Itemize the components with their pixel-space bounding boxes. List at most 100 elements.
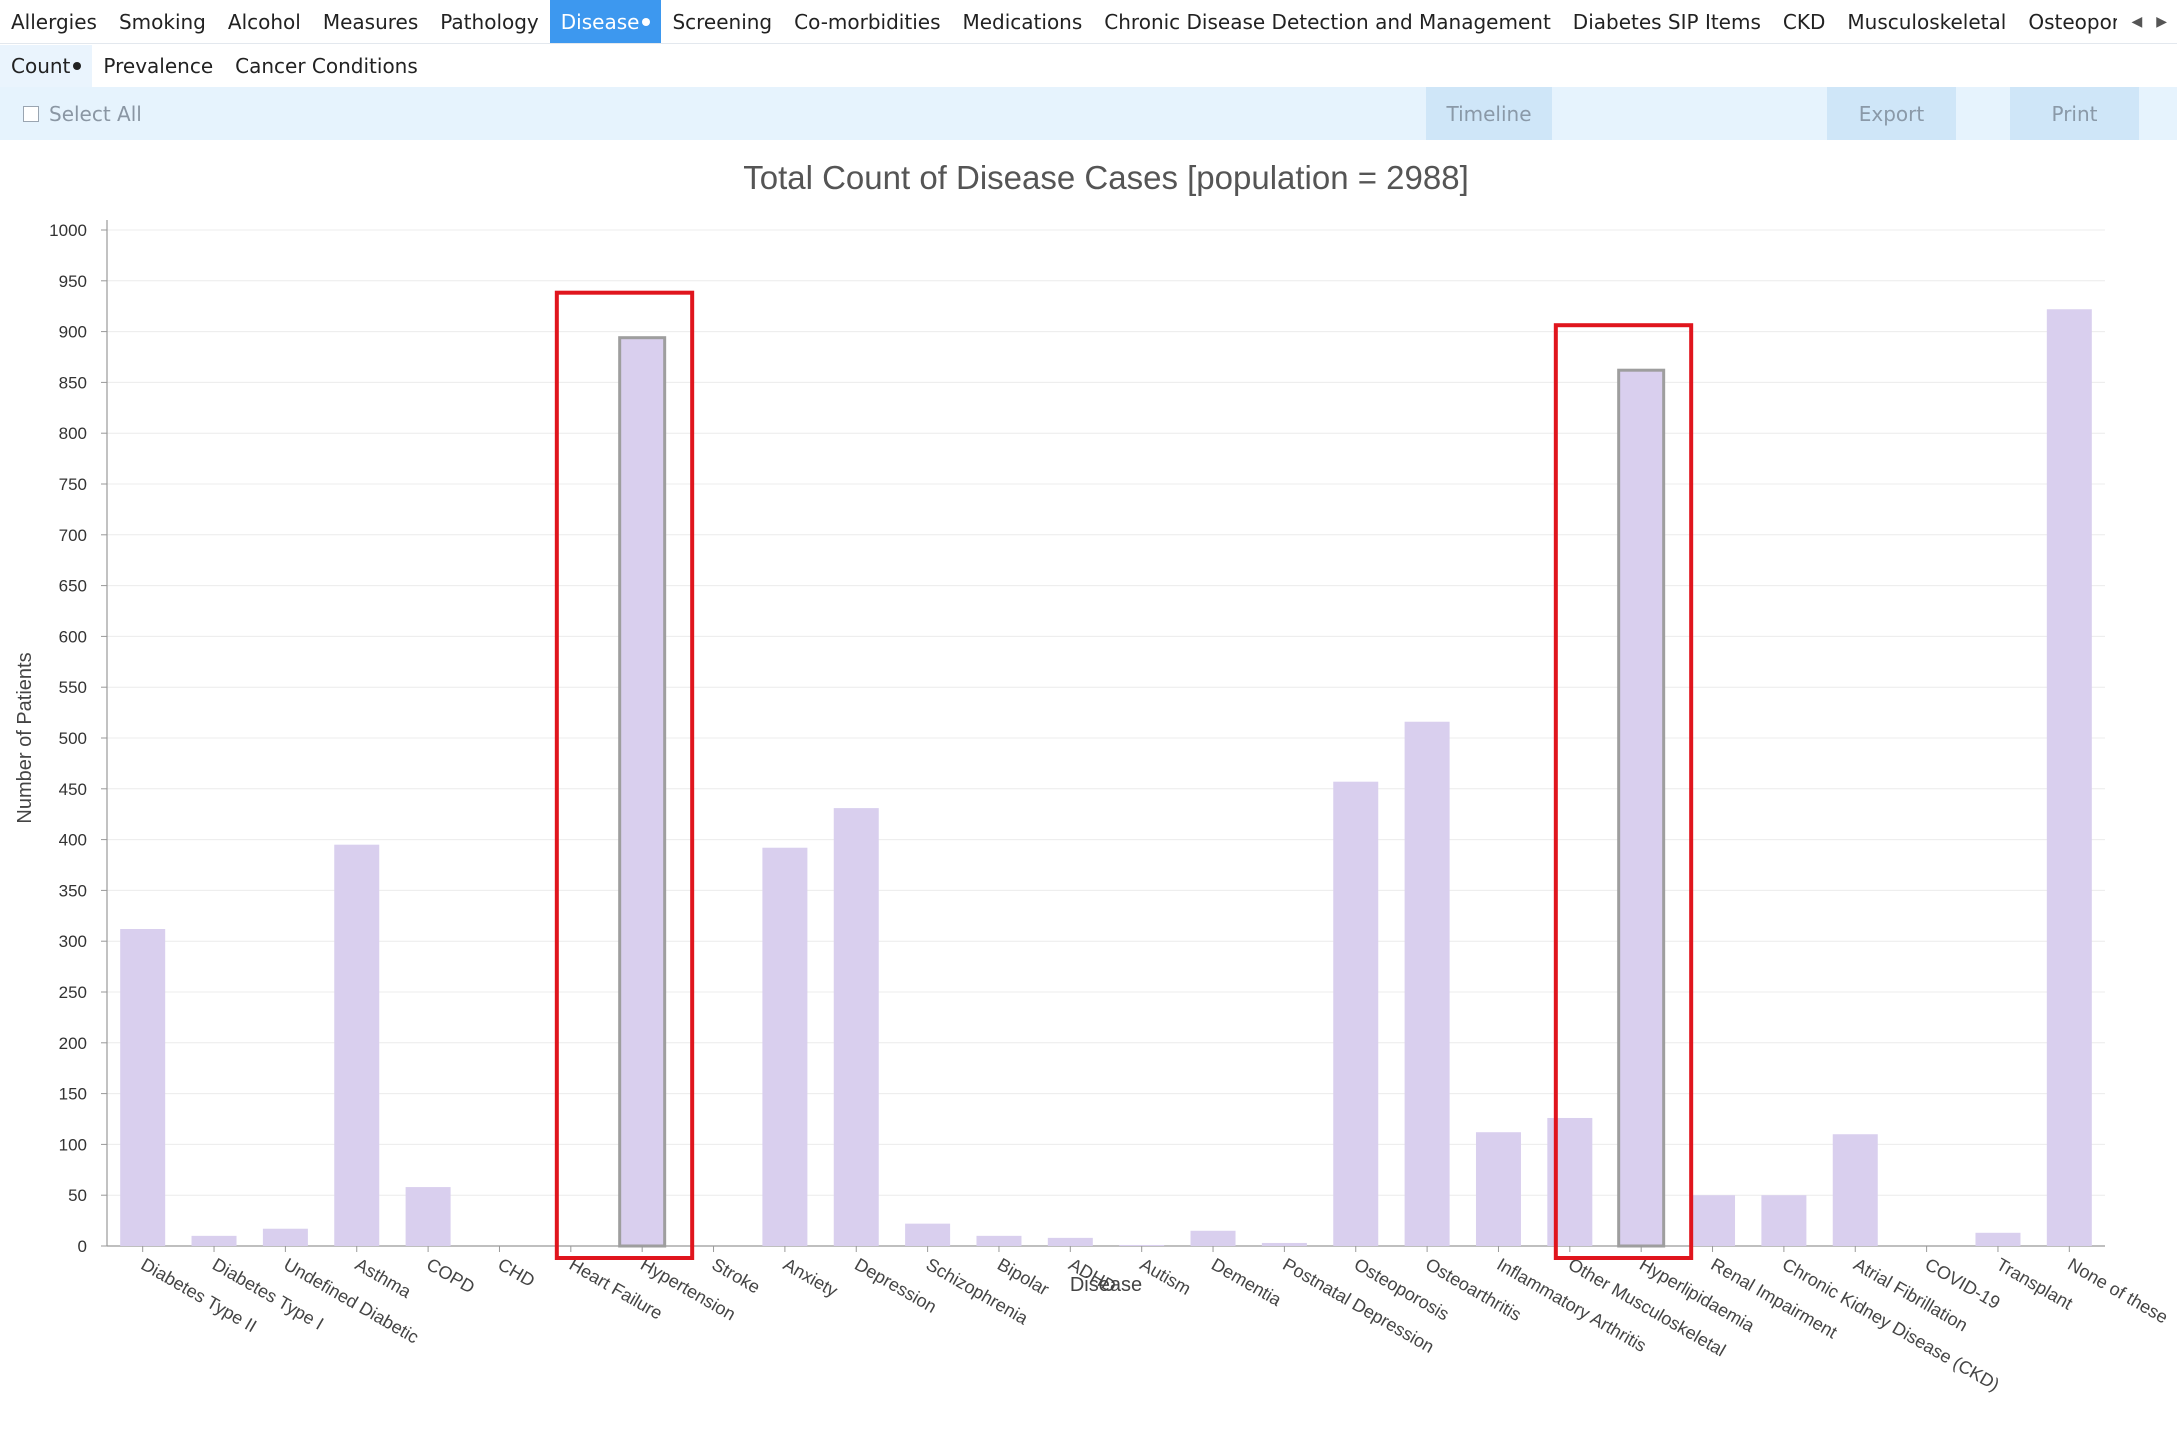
chart-toolbar: Select All Timeline Export Print [0,87,2177,140]
tab-label: CKD [1782,9,1826,34]
bar-depression[interactable] [833,808,879,1246]
bar-adhd[interactable] [1047,1237,1093,1246]
bar-osteoporosis[interactable] [1333,781,1379,1246]
subtab-cancer-conditions[interactable]: Cancer Conditions [224,45,429,87]
x-tick-label: Renal Impairment [1708,1254,1841,1342]
bar-dementia[interactable] [1190,1230,1236,1246]
tab-label: Screening [672,9,773,34]
tab-label: Alcohol [227,9,301,34]
tab-label: Chronic Disease Detection and Management [1104,9,1551,34]
subtab-prevalence[interactable]: Prevalence [92,45,224,87]
tab-alcohol[interactable]: Alcohol [217,0,312,43]
bar-schizophrenia[interactable] [905,1223,951,1246]
bar-inflammatory-arthritis[interactable] [1475,1132,1521,1246]
tab-smoking[interactable]: Smoking [108,0,217,43]
highlight-box [1553,323,1694,1260]
y-tick-label: 400 [59,831,87,850]
tab-label: Diabetes SIP Items [1572,9,1761,34]
tab-diabetes-sip-items[interactable]: Diabetes SIP Items [1562,0,1772,43]
bar-chronic-kidney-disease-ckd[interactable] [1761,1195,1807,1246]
x-tick-label: Anxiety [780,1254,841,1301]
x-tick-label: None of these [2064,1254,2171,1327]
tab-label: Smoking [118,9,206,34]
y-tick-label: 1000 [49,221,87,240]
x-axis-label: Disease [1070,1274,1142,1296]
bar-diabetes-type-i[interactable] [191,1235,237,1246]
bar-osteoarthritis[interactable] [1404,721,1450,1246]
y-tick-label: 200 [59,1034,87,1053]
tab-label: Medications [962,9,1083,34]
subtab-count[interactable]: Count [0,45,93,87]
y-tick-label: 650 [59,577,87,596]
y-tick-label: 450 [59,780,87,799]
bar-renal-impairment[interactable] [1690,1195,1736,1246]
tab-screening[interactable]: Screening [661,0,783,43]
y-tick-label: 500 [59,729,87,748]
y-tick-label: 800 [59,424,87,443]
y-tick-label: 100 [59,1135,87,1154]
subtab-label: Prevalence [103,54,214,78]
y-tick-label: 700 [59,526,87,545]
bar-hypertension[interactable] [618,336,667,1248]
bar-hyperlipidaemia[interactable] [1617,368,1666,1248]
tab-ckd[interactable]: CKD [1772,0,1836,43]
x-tick-label: COPD [423,1254,478,1297]
tab-scroll-controls: ◀ ▶ [2117,0,2177,43]
x-tick-label: Bipolar [994,1254,1053,1299]
subtab-label: Cancer Conditions [235,54,418,78]
y-tick-label: 350 [59,881,87,900]
y-tick-label: 750 [59,475,87,494]
bar-asthma[interactable] [334,844,380,1246]
y-tick-label: 550 [59,678,87,697]
timeline-button[interactable]: Timeline [1426,87,1552,140]
bar-bipolar[interactable] [976,1235,1022,1246]
tab-disease[interactable]: Disease [549,0,662,43]
x-tick-label: Stroke [709,1254,764,1297]
disease-category-tabbar: Allergies Smoking Alcohol Measures Pathology… [0,0,2177,44]
bar-autism[interactable] [1119,1244,1165,1246]
tab-label: Disease [560,9,640,34]
bar-postnatal-depression[interactable] [1261,1242,1307,1246]
y-tick-label: 600 [59,627,87,646]
y-tick-label: 250 [59,983,87,1002]
y-tick-label: 950 [59,272,87,291]
y-tick-label: 850 [59,373,87,392]
y-axis-label: Number of Patients [14,652,36,823]
tab-label: Pathology [440,9,539,34]
select-all-checkbox[interactable] [23,105,39,122]
tab-medications[interactable]: Medications [951,0,1093,43]
bar-none-of-these[interactable] [2046,309,2092,1246]
tab-co-morbidities[interactable]: Co-morbidities [783,0,951,43]
tab-pathology[interactable]: Pathology [429,0,550,43]
x-tick-label: CHD [494,1254,538,1291]
tab-label: Measures [322,9,419,34]
tab-musculoskeletal[interactable]: Musculoskeletal [1836,0,2017,43]
scroll-left-icon[interactable]: ◀ [2131,13,2143,30]
export-button[interactable]: Export [1827,87,1956,140]
bar-diabetes-type-ii[interactable] [120,929,166,1246]
y-tick-label: 50 [68,1186,87,1205]
y-tick-label: 900 [59,323,87,342]
bar-transplant[interactable] [1975,1232,2021,1246]
disease-count-bar-chart: Total Count of Disease Cases [population… [14,159,2171,1395]
bar-atrial-fibrillation[interactable] [1832,1134,1878,1246]
bar-undefined-diabetic[interactable] [262,1228,308,1246]
tab-label: Co-morbidities [794,9,941,34]
tab-measures[interactable]: Measures [312,0,429,43]
tab-chronic-disease-detection-and-management[interactable]: Chronic Disease Detection and Management [1093,0,1562,43]
y-tick-label: 150 [59,1085,87,1104]
scroll-right-icon[interactable]: ▶ [2156,13,2167,30]
x-tick-label: Autism [1137,1254,1195,1299]
select-all-control[interactable]: Select All [23,87,142,140]
y-tick-label: 0 [78,1237,87,1256]
bar-copd[interactable] [405,1187,451,1246]
tab-label: Allergies [11,9,97,34]
select-all-label: Select All [49,101,142,126]
x-tick-label: Dementia [1208,1254,1286,1310]
disease-subtabs: Count Prevalence Cancer Conditions [0,45,2177,87]
print-button[interactable]: Print [2010,87,2139,140]
subtab-label: Count [11,54,71,78]
chart-title: Total Count of Disease Cases [population… [743,159,1469,196]
bar-anxiety[interactable] [762,847,808,1246]
tab-allergies[interactable]: Allergies [0,0,108,43]
